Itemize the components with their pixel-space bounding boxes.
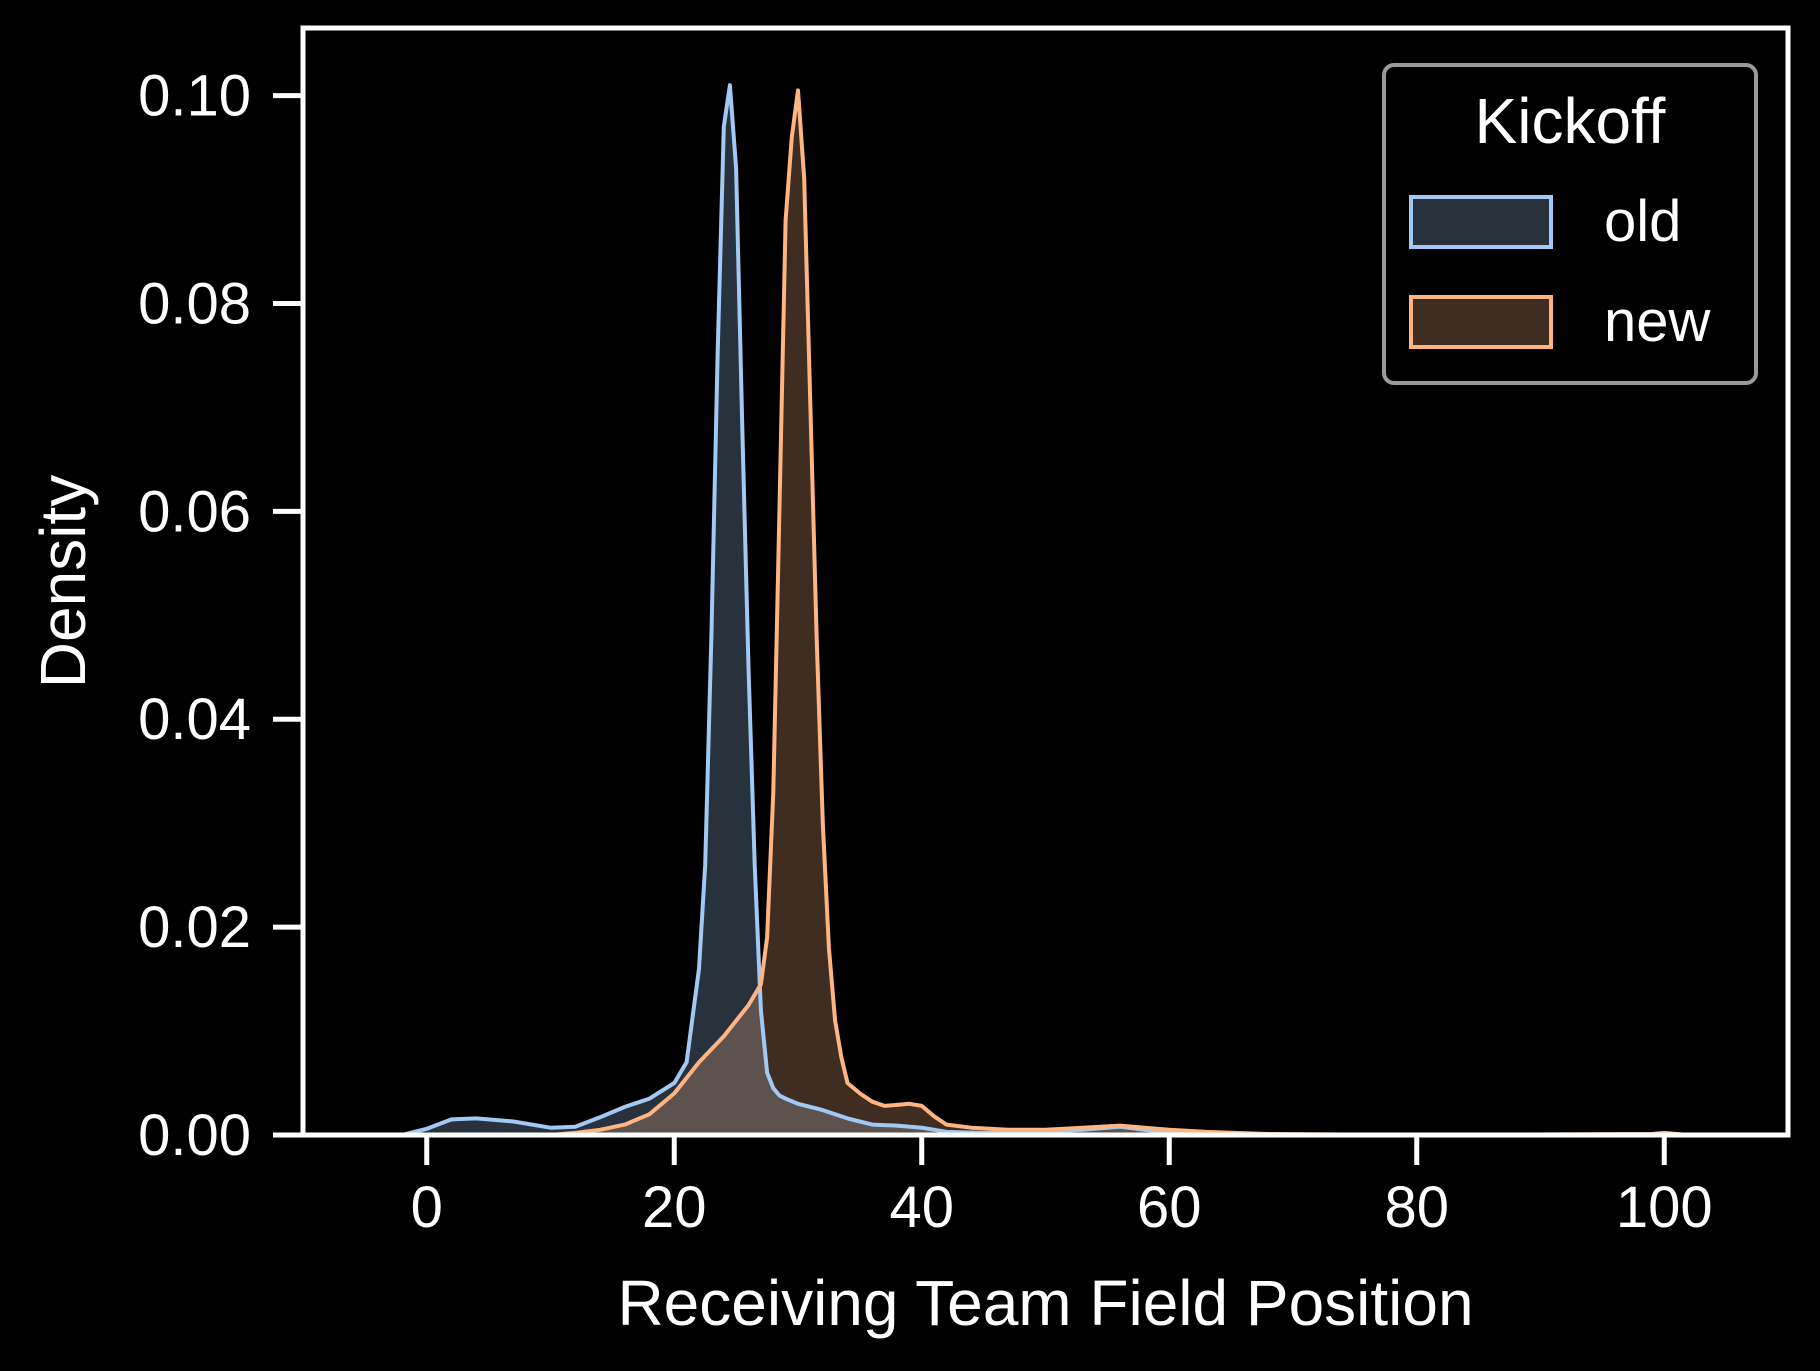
legend-swatch-old: [1409, 195, 1553, 249]
legend-swatch-new: [1409, 295, 1553, 349]
y-tick-label: 0.02: [138, 895, 251, 960]
y-axis-label: Density: [27, 475, 99, 688]
x-tick-label: 80: [1384, 1175, 1449, 1240]
x-tick-label: 0: [411, 1175, 443, 1240]
legend-entry-new: new: [1604, 289, 1712, 354]
axes-layer: 0 20 40 60 80 100 0.00 0.02 0.04 0.06 0.08 0.10: [138, 25, 1791, 1240]
y-tick-label: 0.04: [138, 687, 251, 752]
legend: Kickoff old new: [1382, 63, 1758, 385]
y-tick-label: 0.00: [138, 1103, 251, 1168]
series-line-old: [401, 83, 1665, 1137]
x-axis-label: Receiving Team Field Position: [617, 1267, 1473, 1339]
y-tick-label: 0.08: [138, 271, 251, 336]
series-fill-old: [402, 85, 1665, 1136]
y-tick-label: 0.10: [138, 64, 251, 129]
x-tick-label: 60: [1137, 1175, 1202, 1240]
legend-entry-old: old: [1604, 189, 1681, 254]
legend-box: [1382, 63, 1758, 385]
legend-title: Kickoff: [1475, 85, 1666, 157]
series-line-new: [550, 88, 1690, 1137]
x-tick-label: 40: [889, 1175, 954, 1240]
series-layer: [401, 83, 1690, 1137]
y-tick-label: 0.06: [138, 479, 251, 544]
plot-frame: [300, 25, 1791, 1138]
x-tick-label: 100: [1616, 1175, 1713, 1240]
x-tick-label: 20: [642, 1175, 707, 1240]
